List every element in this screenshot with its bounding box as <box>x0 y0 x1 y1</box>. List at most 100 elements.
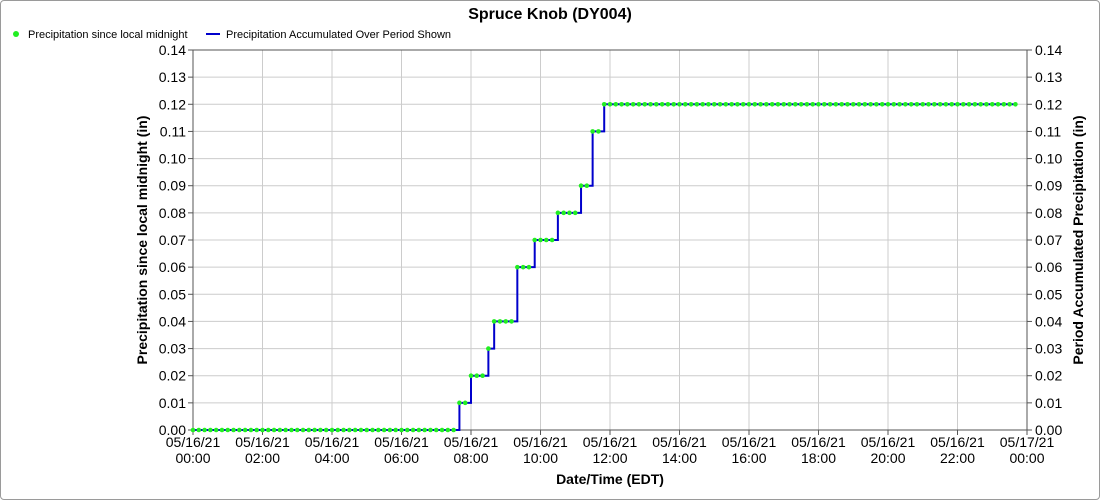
x-tick-label-date: 05/16/21 <box>374 434 429 450</box>
legend-label-precip-midnight: Precipitation since local midnight <box>28 29 188 41</box>
data-point-precip-midnight <box>856 101 862 107</box>
data-point-precip-midnight <box>793 101 798 107</box>
data-point-precip-midnight <box>850 101 856 107</box>
data-point-precip-midnight <box>833 101 839 107</box>
data-point-precip-midnight <box>578 183 584 189</box>
data-point-precip-midnight <box>758 101 763 107</box>
data-point-precip-midnight <box>735 101 740 107</box>
data-point-precip-midnight <box>242 427 248 433</box>
data-point-precip-midnight <box>445 427 451 433</box>
x-tick-label-time: 14:00 <box>662 450 697 466</box>
data-point-precip-midnight <box>984 101 989 107</box>
data-point-precip-midnight <box>862 101 868 107</box>
data-point-precip-midnight <box>654 101 659 107</box>
y-tick-label-right: 0.04 <box>1035 313 1062 329</box>
data-point-precip-midnight <box>439 427 445 433</box>
y-tick-label-right: 0.08 <box>1035 205 1062 221</box>
data-point-precip-midnight <box>381 427 387 433</box>
series-precip-since-midnight <box>190 101 1018 433</box>
y-axis-right: 0.00 0.01 0.02 0.03 0.04 0.05 0.06 0.07 0.08 0.09… <box>1027 42 1062 438</box>
data-point-precip-midnight <box>642 101 648 107</box>
data-point-precip-midnight <box>706 101 711 107</box>
data-point-precip-midnight <box>827 101 833 107</box>
data-point-precip-midnight <box>474 373 480 379</box>
data-point-precip-midnight <box>1013 101 1018 107</box>
y-tick-label-right: 0.06 <box>1035 259 1062 275</box>
data-point-precip-midnight <box>619 101 624 107</box>
y-tick-label-left: 0.05 <box>159 286 186 302</box>
data-point-precip-midnight <box>891 101 897 107</box>
data-point-precip-midnight <box>213 427 219 433</box>
data-point-precip-midnight <box>265 427 271 433</box>
data-point-precip-midnight <box>248 427 254 433</box>
data-point-precip-midnight <box>323 427 329 433</box>
data-point-precip-midnight <box>190 427 196 433</box>
data-point-precip-midnight <box>740 101 746 107</box>
data-point-precip-midnight <box>549 237 555 243</box>
y-tick-label-left: 0.09 <box>159 178 186 194</box>
x-tick-label-time: 16:00 <box>731 450 766 466</box>
y-tick-label-right: 0.11 <box>1035 123 1061 139</box>
data-point-precip-midnight <box>816 101 821 107</box>
data-point-precip-midnight <box>613 101 619 107</box>
x-tick-label-date: 05/16/21 <box>652 434 707 450</box>
data-point-precip-midnight <box>260 427 265 433</box>
data-point-precip-midnight <box>237 427 242 433</box>
data-point-precip-midnight <box>972 101 978 107</box>
data-point-precip-midnight <box>700 101 705 107</box>
x-axis-title: Date/Time (EDT) <box>556 471 664 487</box>
x-tick-label-time: 00:00 <box>175 450 210 466</box>
data-point-precip-midnight <box>955 101 960 107</box>
data-point-precip-midnight <box>497 319 503 324</box>
data-point-precip-midnight <box>572 210 578 216</box>
data-point-precip-midnight <box>335 427 341 433</box>
y-tick-label-right: 0.00 <box>1035 422 1062 438</box>
data-point-precip-midnight <box>897 101 902 107</box>
data-point-precip-midnight <box>416 427 422 433</box>
x-tick-label-time: 12:00 <box>592 450 627 466</box>
x-tick-label-date: 05/16/21 <box>791 434 846 450</box>
y-tick-label-left: 0.03 <box>159 341 186 357</box>
y-tick-label-right: 0.01 <box>1035 395 1062 411</box>
data-point-precip-midnight <box>665 101 671 107</box>
data-point-precip-midnight <box>781 101 787 107</box>
y-axis-left: 0.00 0.01 0.02 0.03 0.04 0.05 0.06 0.07 0.08 0.09… <box>159 42 193 438</box>
data-point-precip-midnight <box>989 101 995 107</box>
data-point-precip-midnight <box>636 101 642 107</box>
data-point-precip-midnight <box>347 427 352 433</box>
y-tick-label-right: 0.09 <box>1035 178 1062 194</box>
data-point-precip-midnight <box>949 101 955 107</box>
data-point-precip-midnight <box>555 210 561 216</box>
data-point-precip-midnight <box>717 101 723 107</box>
data-point-precip-midnight <box>694 101 700 107</box>
x-tick-label-date: 05/16/21 <box>583 434 638 450</box>
data-point-precip-midnight <box>914 101 920 107</box>
data-point-precip-midnight <box>677 101 682 107</box>
data-point-precip-midnight <box>903 101 908 107</box>
data-point-precip-midnight <box>810 101 816 107</box>
y-tick-label-left: 0.06 <box>159 259 186 275</box>
data-point-precip-midnight <box>978 101 983 107</box>
data-point-precip-midnight <box>457 400 462 406</box>
data-point-precip-midnight <box>202 427 207 433</box>
data-point-precip-midnight <box>364 427 370 433</box>
y-tick-label-left: 0.10 <box>159 151 186 167</box>
data-point-precip-midnight <box>688 101 694 107</box>
data-point-precip-midnight <box>567 210 572 216</box>
gridlines <box>192 49 1028 431</box>
y-tick-label-right: 0.05 <box>1035 286 1062 302</box>
data-point-precip-midnight <box>538 237 543 243</box>
data-point-precip-midnight <box>318 427 323 433</box>
data-point-precip-midnight <box>625 101 630 107</box>
y-tick-label-left: 0.07 <box>159 232 186 248</box>
data-point-precip-midnight <box>491 319 497 324</box>
data-point-precip-midnight <box>219 427 225 433</box>
data-point-precip-midnight <box>966 101 972 107</box>
legend: Precipitation since local midnight Preci… <box>13 29 451 41</box>
x-tick-label-time: 10:00 <box>523 450 558 466</box>
data-point-precip-midnight <box>196 427 202 433</box>
y-tick-label-right: 0.02 <box>1035 368 1062 384</box>
data-point-precip-midnight <box>787 101 792 107</box>
data-point-precip-midnight <box>300 427 306 433</box>
data-point-precip-midnight <box>271 427 277 433</box>
